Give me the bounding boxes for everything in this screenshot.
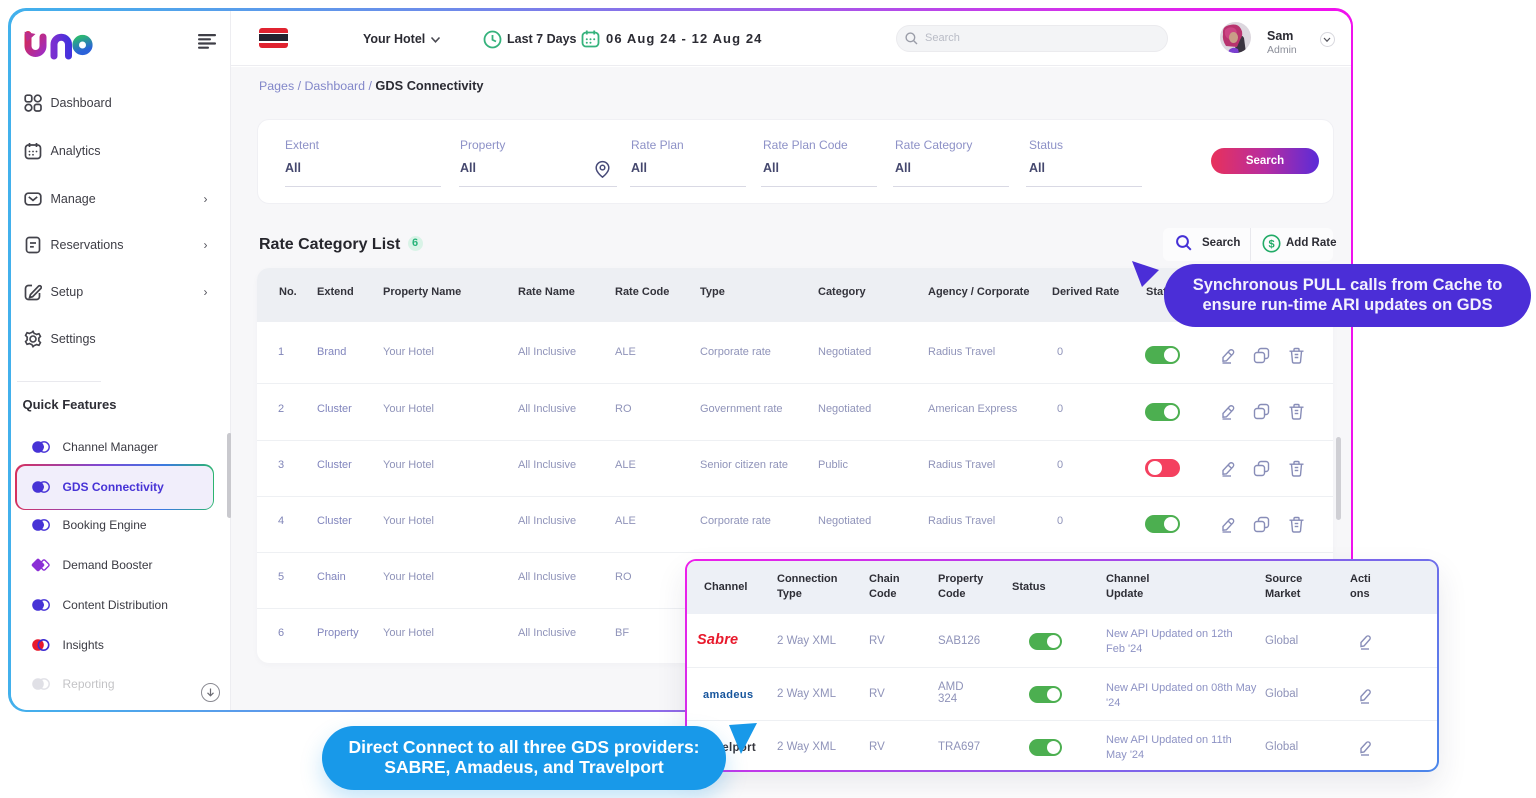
svg-text:$: $ (1268, 238, 1274, 250)
